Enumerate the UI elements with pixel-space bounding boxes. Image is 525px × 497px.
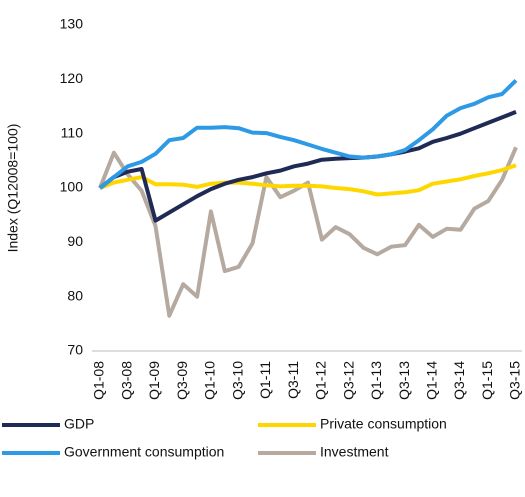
series-line bbox=[99, 163, 517, 197]
series-line bbox=[98, 78, 518, 190]
x-tick-label: Q3-12 bbox=[340, 361, 356, 400]
x-tick-label: Q3-10 bbox=[229, 361, 245, 400]
x-tick-label: Q3-08 bbox=[118, 361, 134, 400]
x-tick-label: Q1-11 bbox=[257, 361, 273, 399]
series-line bbox=[98, 146, 518, 318]
legend-label: Investment bbox=[320, 444, 389, 460]
x-tick-label: Q1-10 bbox=[202, 361, 218, 400]
x-tick-label: Q1-12 bbox=[313, 361, 329, 400]
x-tick-label: Q1-15 bbox=[479, 361, 495, 400]
x-tick-label: Q3-14 bbox=[451, 361, 467, 400]
x-tick-label: Q3-09 bbox=[174, 361, 190, 400]
x-tick-label: Q1-09 bbox=[146, 361, 162, 400]
y-tick-label: 90 bbox=[67, 233, 83, 249]
x-tick-label: Q3-15 bbox=[507, 361, 523, 400]
y-tick-label: 120 bbox=[60, 70, 84, 86]
x-tick-label: Q1-08 bbox=[91, 361, 107, 400]
legend-label: Government consumption bbox=[64, 444, 224, 460]
legend-label: Private consumption bbox=[320, 416, 447, 432]
y-axis-label: Index (Q12008=100) bbox=[5, 124, 21, 253]
x-tick-label: Q1-13 bbox=[368, 361, 384, 400]
y-tick-label: 70 bbox=[67, 342, 83, 358]
series-line bbox=[98, 110, 517, 223]
y-tick-label: 80 bbox=[67, 287, 83, 303]
x-tick-label: Q3-13 bbox=[396, 361, 412, 400]
x-tick-label: Q1-14 bbox=[424, 361, 440, 400]
y-tick-label: 100 bbox=[60, 179, 84, 195]
y-tick-label: 130 bbox=[60, 16, 84, 32]
x-tick-label: Q3-11 bbox=[285, 361, 301, 399]
legend-label: GDP bbox=[64, 416, 94, 432]
y-tick-label: 110 bbox=[61, 124, 84, 140]
